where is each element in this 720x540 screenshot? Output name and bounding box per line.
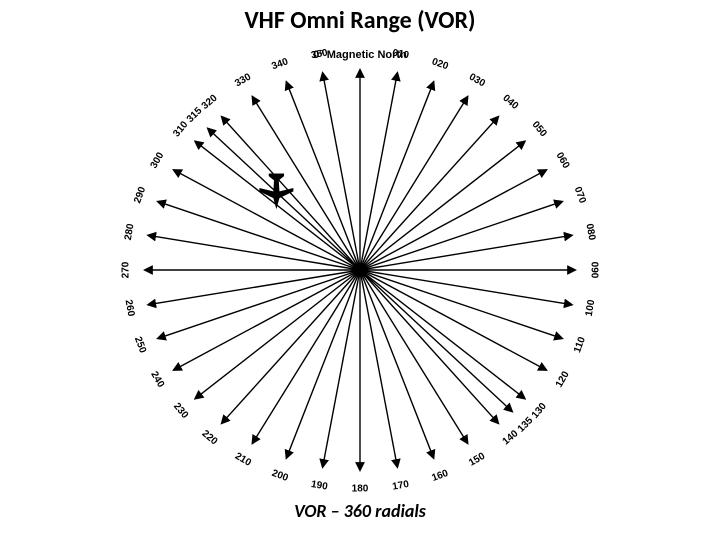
radial-label: 020 xyxy=(430,56,450,72)
radial-label: 290 xyxy=(132,185,148,205)
radial-label: 120 xyxy=(554,369,572,389)
radial-label: 280 xyxy=(123,222,137,241)
radial-label: 110 xyxy=(572,335,588,354)
radial-label: 230 xyxy=(171,401,190,421)
radial-label: 190 xyxy=(310,479,329,493)
vor-station xyxy=(353,263,367,277)
radial-label: 240 xyxy=(148,370,166,390)
radial-label: 180 xyxy=(352,484,369,495)
radial-label: 210 xyxy=(233,451,253,469)
vor-diagram: 0100200300400500600700800901001101201301… xyxy=(95,35,625,505)
radial-label: 135 xyxy=(516,415,536,435)
radial-label: 040 xyxy=(500,93,520,112)
page: VHF Omni Range (VOR) 0100200300400500600… xyxy=(0,0,720,540)
radial-label: 310 xyxy=(171,119,190,139)
radial-label: 315 xyxy=(185,105,205,125)
page-subtitle: VOR – 360 radials xyxy=(0,500,720,522)
radial-label: 050 xyxy=(530,119,549,139)
radial-label: 100 xyxy=(584,298,598,317)
radial-label: 060 xyxy=(554,151,572,171)
radial-label: 200 xyxy=(270,468,290,484)
radial-label: 340 xyxy=(270,56,290,72)
page-title: VHF Omni Range (VOR) xyxy=(0,6,720,35)
radial-label: 220 xyxy=(200,428,220,447)
radial-label: 250 xyxy=(132,335,148,355)
north-label: 0° Magnetic North xyxy=(313,49,407,61)
radial-label: 140 xyxy=(501,428,521,447)
radial-label: 130 xyxy=(530,401,549,421)
radial-label: 080 xyxy=(583,223,597,242)
radial-label: 270 xyxy=(121,261,132,278)
radial-label: 150 xyxy=(467,451,487,469)
radial-label: 070 xyxy=(572,185,588,205)
vor-svg: 0100200300400500600700800901001101201301… xyxy=(95,35,625,505)
radial-label: 030 xyxy=(467,72,487,90)
radial-label: 160 xyxy=(430,468,450,484)
radial-label: 170 xyxy=(391,479,410,493)
radial-label: 320 xyxy=(200,92,220,111)
radial-label: 090 xyxy=(588,262,599,279)
radial-label: 260 xyxy=(123,299,137,318)
radial-label: 330 xyxy=(233,71,253,89)
radial-label: 300 xyxy=(149,150,167,170)
